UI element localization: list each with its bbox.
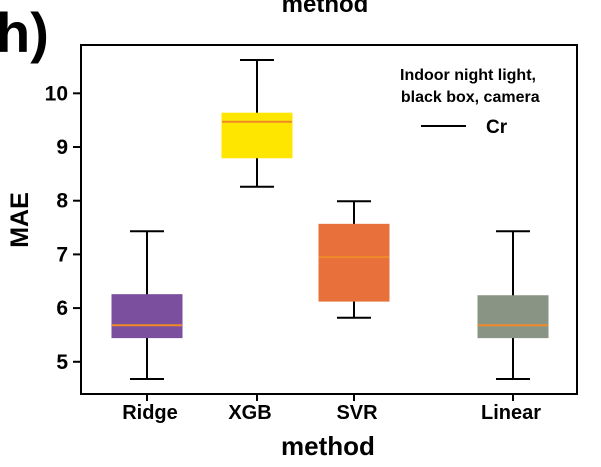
x-tick-label: SVR	[336, 402, 378, 424]
y-axis-label: MAE	[6, 192, 34, 248]
x-axis-label: method	[281, 431, 375, 461]
iqr-box	[318, 223, 390, 302]
y-tick-label: 5	[56, 351, 68, 374]
boxes-layer	[111, 59, 549, 380]
box-ridge	[111, 230, 183, 380]
legend-entry-label: Cr	[486, 117, 508, 138]
legend-title: Indoor night light, black box, camera	[396, 67, 539, 106]
x-axis: Ridge XGB SVR Linear	[122, 394, 541, 424]
plot-frame	[80, 44, 578, 395]
header-fragment: method	[282, 0, 369, 18]
y-tick-label: 6	[56, 297, 68, 320]
y-tick-label: 7	[56, 243, 68, 266]
iqr-box	[111, 294, 183, 339]
legend: Indoor night light, black box, camera Cr	[396, 67, 539, 138]
y-tick-label: 10	[45, 82, 68, 105]
x-tick-label: Linear	[481, 402, 541, 424]
legend-title-line: black box, camera	[396, 89, 539, 106]
iqr-box	[221, 112, 293, 159]
y-axis: 5 6 7 8 9 10	[45, 82, 81, 374]
y-tick-label: 9	[56, 136, 68, 159]
box-xgb	[221, 59, 293, 188]
box-svr	[318, 200, 390, 319]
panel-label: h)	[0, 1, 49, 64]
y-tick-label: 8	[56, 190, 68, 213]
x-tick-label: XGB	[228, 402, 271, 424]
legend-title-line: Indoor night light,	[400, 67, 536, 84]
iqr-box	[477, 295, 549, 339]
box-linear	[477, 230, 549, 380]
x-tick-label: Ridge	[122, 402, 178, 424]
